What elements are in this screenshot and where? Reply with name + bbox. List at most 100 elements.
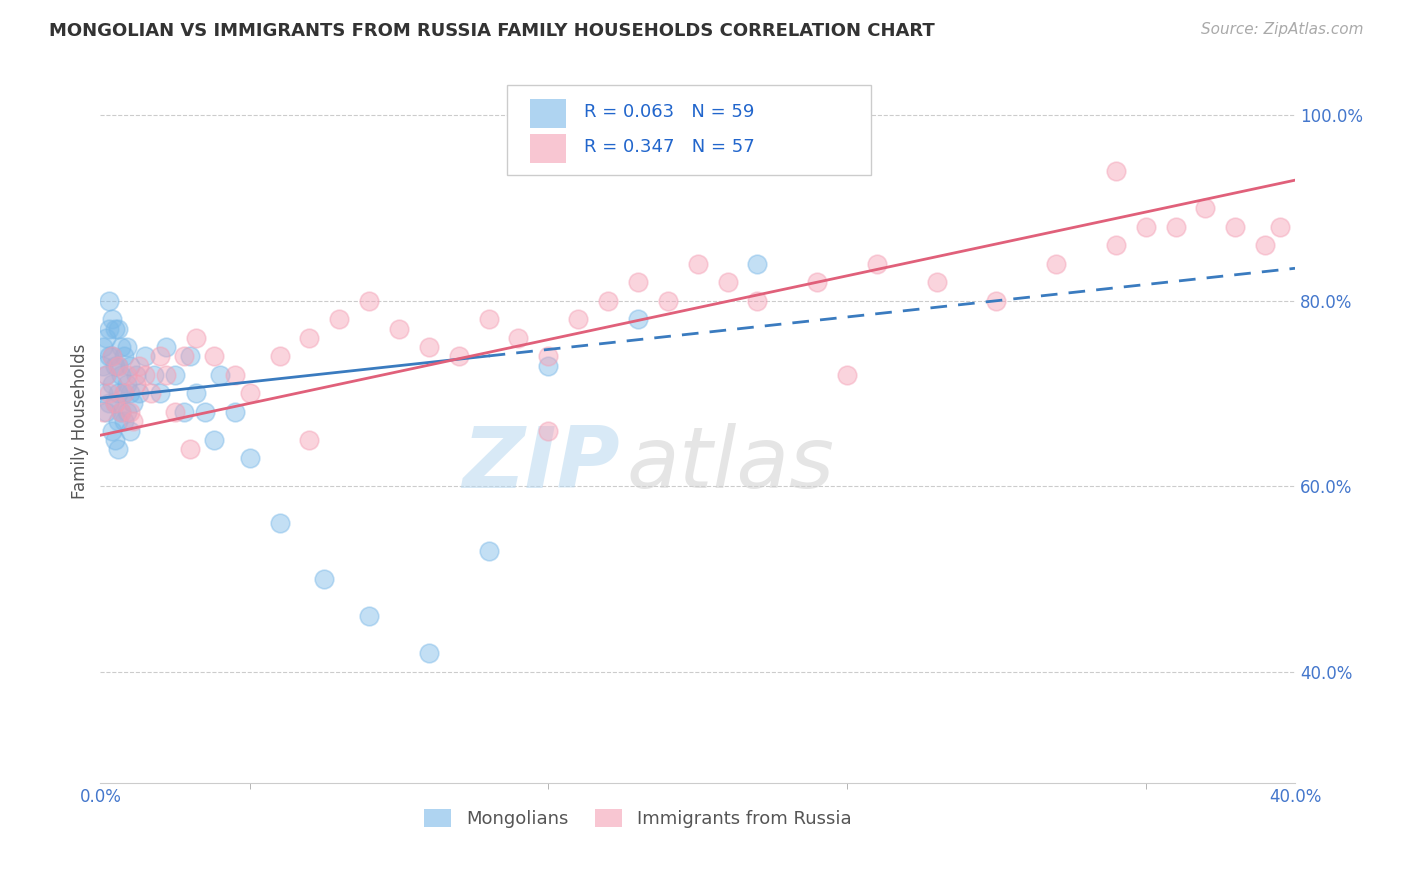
Text: ZIP: ZIP bbox=[463, 423, 620, 507]
Point bbox=[110, 340, 132, 354]
Point bbox=[98, 350, 121, 364]
Point bbox=[418, 340, 440, 354]
Point bbox=[107, 359, 129, 373]
Point bbox=[155, 368, 177, 382]
Point bbox=[122, 414, 145, 428]
Point bbox=[107, 442, 129, 457]
Point bbox=[101, 377, 124, 392]
Point bbox=[104, 396, 127, 410]
Point bbox=[1045, 257, 1067, 271]
Point bbox=[328, 312, 350, 326]
Point bbox=[478, 312, 501, 326]
Point bbox=[96, 368, 118, 382]
Point bbox=[104, 433, 127, 447]
Point bbox=[537, 350, 560, 364]
Bar bbox=[530, 99, 567, 128]
Point bbox=[91, 405, 114, 419]
Point bbox=[120, 424, 142, 438]
Point bbox=[112, 386, 135, 401]
Point bbox=[125, 377, 148, 392]
Point bbox=[686, 257, 709, 271]
Point bbox=[163, 405, 186, 419]
Point bbox=[208, 368, 231, 382]
Point bbox=[91, 340, 114, 354]
Point bbox=[98, 321, 121, 335]
Point bbox=[128, 386, 150, 401]
Point bbox=[155, 340, 177, 354]
Point bbox=[101, 350, 124, 364]
Point bbox=[173, 405, 195, 419]
Point bbox=[537, 424, 560, 438]
Point bbox=[747, 293, 769, 308]
Point bbox=[1105, 164, 1128, 178]
Point bbox=[806, 275, 828, 289]
Point bbox=[1164, 219, 1187, 234]
Point bbox=[269, 350, 291, 364]
Point bbox=[104, 359, 127, 373]
Point bbox=[1135, 219, 1157, 234]
Point bbox=[1105, 238, 1128, 252]
Point bbox=[110, 405, 132, 419]
Point bbox=[269, 516, 291, 531]
Text: Source: ZipAtlas.com: Source: ZipAtlas.com bbox=[1201, 22, 1364, 37]
Point bbox=[184, 386, 207, 401]
Point bbox=[239, 451, 262, 466]
Point bbox=[1225, 219, 1247, 234]
Point bbox=[112, 350, 135, 364]
Point bbox=[747, 257, 769, 271]
Point bbox=[112, 386, 135, 401]
Point bbox=[202, 433, 225, 447]
Point bbox=[388, 321, 411, 335]
Point bbox=[716, 275, 738, 289]
Point bbox=[101, 424, 124, 438]
Point bbox=[567, 312, 589, 326]
Point bbox=[508, 331, 530, 345]
Point bbox=[134, 368, 156, 382]
Point bbox=[925, 275, 948, 289]
Point bbox=[143, 368, 166, 382]
Point bbox=[107, 359, 129, 373]
Point bbox=[110, 405, 132, 419]
Point bbox=[101, 312, 124, 326]
Point bbox=[98, 396, 121, 410]
Point bbox=[627, 312, 650, 326]
Text: R = 0.063   N = 59: R = 0.063 N = 59 bbox=[583, 103, 755, 121]
Point bbox=[107, 414, 129, 428]
Point bbox=[91, 386, 114, 401]
Point bbox=[96, 405, 118, 419]
Point bbox=[314, 572, 336, 586]
Point bbox=[986, 293, 1008, 308]
Point bbox=[173, 350, 195, 364]
FancyBboxPatch shape bbox=[506, 85, 870, 176]
Point bbox=[115, 377, 138, 392]
Point bbox=[134, 350, 156, 364]
Point bbox=[184, 331, 207, 345]
Point bbox=[596, 293, 619, 308]
Point bbox=[101, 350, 124, 364]
Text: MONGOLIAN VS IMMIGRANTS FROM RUSSIA FAMILY HOUSEHOLDS CORRELATION CHART: MONGOLIAN VS IMMIGRANTS FROM RUSSIA FAMI… bbox=[49, 22, 935, 40]
Point bbox=[139, 386, 162, 401]
Point bbox=[115, 405, 138, 419]
Point bbox=[120, 405, 142, 419]
Legend: Mongolians, Immigrants from Russia: Mongolians, Immigrants from Russia bbox=[418, 802, 859, 836]
Point bbox=[91, 359, 114, 373]
Point bbox=[149, 350, 172, 364]
Point bbox=[125, 368, 148, 382]
Point bbox=[104, 396, 127, 410]
Point bbox=[657, 293, 679, 308]
Point bbox=[298, 331, 321, 345]
Point bbox=[120, 359, 142, 373]
Text: atlas: atlas bbox=[626, 423, 834, 507]
Point bbox=[98, 386, 121, 401]
Point bbox=[115, 340, 138, 354]
Point bbox=[110, 368, 132, 382]
Point bbox=[194, 405, 217, 419]
Point bbox=[96, 331, 118, 345]
Text: R = 0.347   N = 57: R = 0.347 N = 57 bbox=[583, 138, 755, 156]
Point bbox=[239, 386, 262, 401]
Point bbox=[107, 321, 129, 335]
Point bbox=[128, 359, 150, 373]
Point bbox=[359, 293, 381, 308]
Point bbox=[866, 257, 889, 271]
Point bbox=[179, 350, 201, 364]
